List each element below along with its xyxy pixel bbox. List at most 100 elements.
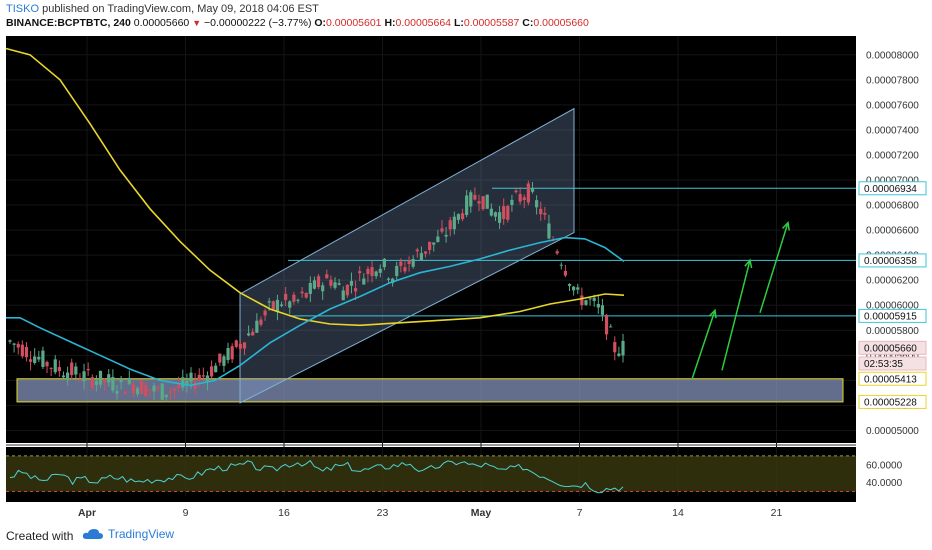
candle-body bbox=[201, 375, 205, 377]
candle-body bbox=[337, 283, 341, 285]
candle-body bbox=[522, 197, 526, 201]
y-axis-panel bbox=[856, 32, 932, 523]
x-tick-label: 14 bbox=[672, 507, 684, 519]
candle-body bbox=[567, 284, 572, 286]
candle-body bbox=[510, 199, 514, 205]
candle-body bbox=[333, 282, 337, 288]
candle-body bbox=[469, 192, 473, 207]
candle-body bbox=[378, 268, 382, 273]
candle-body bbox=[103, 379, 107, 382]
tradingview-label: TradingView bbox=[108, 527, 175, 541]
candle-body bbox=[49, 367, 53, 369]
y-tick-label: 0.00005000 bbox=[866, 426, 919, 437]
last-price: 0.00005660 bbox=[133, 17, 190, 29]
candle-body bbox=[580, 295, 584, 306]
candle-body bbox=[349, 280, 354, 286]
candle-body bbox=[28, 359, 33, 362]
candle-body bbox=[37, 356, 41, 360]
candle-body bbox=[572, 286, 576, 291]
candle-body bbox=[189, 372, 193, 382]
arrow-head bbox=[781, 220, 790, 231]
candle-body bbox=[172, 388, 177, 391]
candle-body bbox=[78, 379, 82, 381]
y-tick-label: 0.00008000 bbox=[866, 50, 919, 61]
candle-body bbox=[493, 212, 498, 217]
candle-body bbox=[440, 228, 444, 232]
price-label-box bbox=[858, 253, 927, 268]
candle-body bbox=[460, 213, 465, 220]
candle-body bbox=[209, 366, 214, 377]
y-tick-label: 0.00005800 bbox=[866, 326, 919, 337]
tradingview-brand[interactable]: TradingView bbox=[82, 527, 174, 541]
candle-body bbox=[119, 377, 123, 383]
candle-body bbox=[214, 365, 218, 373]
candle-body bbox=[127, 377, 131, 384]
open-value: 0.00005601 bbox=[326, 17, 382, 29]
candle-body bbox=[185, 380, 189, 385]
candle-body bbox=[543, 212, 547, 215]
candle-body bbox=[432, 242, 436, 245]
price-label-box bbox=[858, 340, 927, 355]
candle-body bbox=[152, 385, 156, 392]
candle-body bbox=[604, 314, 609, 335]
candle-body bbox=[485, 194, 489, 209]
candle-body bbox=[242, 342, 247, 349]
x-tick-label: 7 bbox=[577, 507, 583, 519]
arrow-head bbox=[708, 308, 717, 319]
y-tick-label: 0.00007600 bbox=[866, 100, 919, 111]
support-zone bbox=[16, 378, 844, 403]
author-link[interactable]: TISKO bbox=[6, 3, 40, 15]
y-tick-label: 0.00005600 bbox=[866, 351, 919, 362]
candle-body bbox=[238, 343, 242, 349]
candle-body bbox=[497, 212, 502, 223]
candle-body bbox=[321, 285, 325, 292]
candle-body bbox=[514, 190, 518, 193]
candle-body bbox=[33, 356, 37, 363]
candle-body bbox=[131, 384, 136, 394]
candle-body bbox=[308, 283, 312, 294]
candle-body bbox=[284, 293, 288, 300]
candle-body bbox=[370, 267, 374, 277]
candle-body bbox=[94, 381, 98, 385]
price-label-box bbox=[858, 356, 927, 371]
candle-body bbox=[193, 381, 197, 389]
candle-body bbox=[197, 374, 201, 381]
bullish-arrow bbox=[691, 310, 716, 380]
price-label: 0.00005915 bbox=[864, 311, 917, 322]
x-tick-label: 21 bbox=[771, 507, 783, 519]
x-axis-panel bbox=[6, 502, 856, 522]
candle-body bbox=[70, 362, 74, 376]
candle-body bbox=[399, 261, 403, 266]
price-change: −0.00000222 (−3.77%) bbox=[204, 17, 312, 29]
candle-body bbox=[255, 320, 259, 333]
candle-body bbox=[518, 194, 522, 202]
candle-body bbox=[205, 375, 210, 382]
candle-body bbox=[135, 388, 140, 395]
candle-body bbox=[168, 391, 173, 393]
candle-body bbox=[452, 216, 456, 230]
candle-body bbox=[74, 366, 78, 375]
candle-body bbox=[279, 304, 284, 306]
chart-header: TISKO published on TradingView.com, May … bbox=[0, 0, 932, 32]
candle-body bbox=[444, 234, 448, 237]
candle-body bbox=[160, 383, 164, 400]
candle-body bbox=[156, 387, 160, 389]
candle-body bbox=[300, 291, 304, 294]
rsi-tick-label: 60.0000 bbox=[866, 460, 903, 471]
candle-body bbox=[57, 367, 61, 372]
publish-info: TISKO published on TradingView.com, May … bbox=[6, 3, 319, 15]
candle-body bbox=[82, 371, 86, 382]
x-tick-label: 23 bbox=[377, 507, 389, 519]
price-label: 02:53:35 bbox=[864, 359, 903, 370]
candle-body bbox=[140, 380, 144, 394]
rsi-band bbox=[6, 455, 856, 492]
price-chart[interactable]: 0.00008000 0.00007800 0.00007600 0.00007400… bbox=[0, 32, 932, 523]
x-tick-label: Apr bbox=[78, 507, 96, 519]
candle-body bbox=[609, 326, 613, 328]
tradingview-logo-icon bbox=[82, 529, 103, 539]
candle-body bbox=[222, 356, 226, 366]
y-tick-label: 0.00006200 bbox=[866, 276, 919, 287]
candle-body bbox=[325, 274, 329, 279]
price-label-box bbox=[858, 394, 927, 409]
candle-body bbox=[502, 206, 506, 220]
